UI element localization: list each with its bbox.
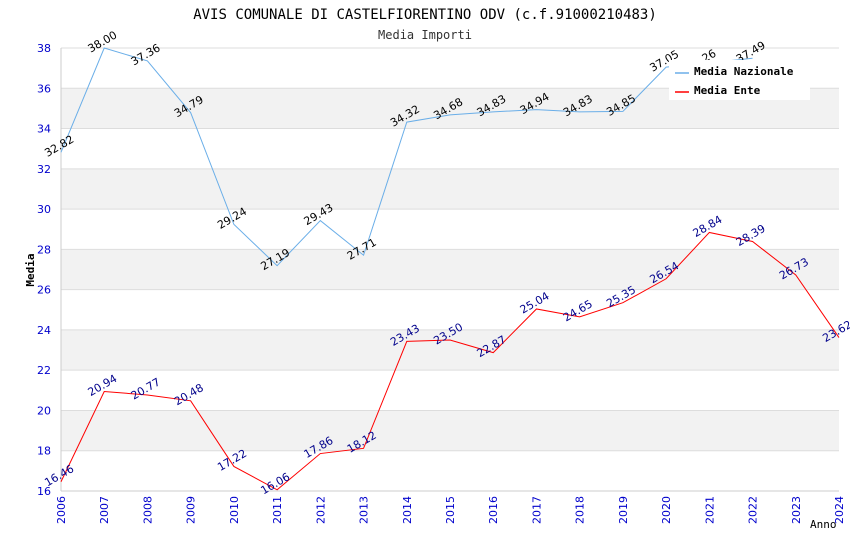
x-tick-label: 2014 [401, 496, 414, 524]
data-label: 16.46 [42, 462, 76, 489]
data-label: 28.39 [734, 222, 768, 249]
data-label: 28.84 [691, 213, 725, 240]
y-tick-label: 16 [37, 485, 51, 498]
data-label: 25.04 [518, 289, 552, 316]
x-tick-label: 2011 [271, 496, 284, 524]
x-tick-label: 2017 [530, 496, 543, 524]
y-axis-label: Media [24, 253, 37, 286]
data-label: 16.06 [258, 470, 292, 497]
data-label: 24.65 [561, 297, 595, 324]
chart-title: AVIS COMUNALE DI CASTELFIORENTINO ODV (c… [193, 7, 657, 23]
x-tick-labels: 2006 2007 2008 2009 2010 2011 2012 2013 2014 2015… [55, 496, 846, 524]
y-tick-label: 38 [37, 42, 51, 55]
data-label: 20.77 [129, 375, 163, 402]
x-axis-label: Anno [810, 518, 837, 531]
legend: Media Nazionale Media Ente [669, 60, 810, 100]
x-tick-label: 2006 [55, 496, 68, 524]
grid-band [61, 410, 839, 451]
data-label: 20.48 [172, 381, 206, 408]
y-tick-label: 36 [37, 82, 51, 95]
data-label: 37.36 [129, 41, 163, 68]
data-label: 32.82 [42, 133, 76, 160]
y-tick-label: 28 [37, 243, 51, 256]
x-tick-label: 2009 [185, 496, 198, 524]
y-tick-label: 32 [37, 163, 51, 176]
grid-band [61, 168, 839, 210]
x-tick-label: 2013 [358, 496, 371, 524]
series-line-1 [60, 231, 840, 491]
legend-box [669, 60, 810, 100]
chart-subtitle: Media Importi [378, 28, 472, 42]
x-tick-label: 2020 [660, 496, 673, 524]
y-tick-label: 20 [37, 404, 51, 417]
x-tick-label: 2016 [487, 496, 500, 524]
x-tick-label: 2010 [228, 496, 241, 524]
grid-band [61, 329, 839, 371]
legend-label-ente: Media Ente [694, 84, 761, 97]
series-lines [60, 47, 840, 491]
x-tick-label: 2022 [747, 496, 760, 524]
x-tick-label: 2018 [574, 496, 587, 524]
y-tick-label: 30 [37, 203, 51, 216]
y-tick-labels: 16 18 20 22 24 26 28 30 32 34 36 38 [37, 42, 51, 498]
y-tick-label: 24 [37, 324, 51, 337]
x-tick-label: 2012 [314, 496, 327, 524]
x-tick-label: 2021 [703, 496, 716, 524]
grid-lines [61, 47, 839, 492]
y-tick-label: 34 [37, 123, 51, 136]
grid-band [61, 249, 839, 290]
x-tick-label: 2024 [833, 496, 846, 524]
x-tick-label: 2023 [790, 496, 803, 524]
y-tick-label: 18 [37, 445, 51, 458]
x-tick-label: 2015 [444, 496, 457, 524]
y-tick-label: 22 [37, 364, 51, 377]
legend-label-nazionale: Media Nazionale [694, 65, 794, 78]
x-tick-label: 2007 [98, 496, 111, 524]
series-line-0 [60, 47, 753, 267]
y-tick-label: 26 [37, 284, 51, 297]
grid-bands [61, 88, 839, 451]
x-tick-label: 2008 [141, 496, 154, 524]
x-tick-label: 2019 [617, 496, 630, 524]
